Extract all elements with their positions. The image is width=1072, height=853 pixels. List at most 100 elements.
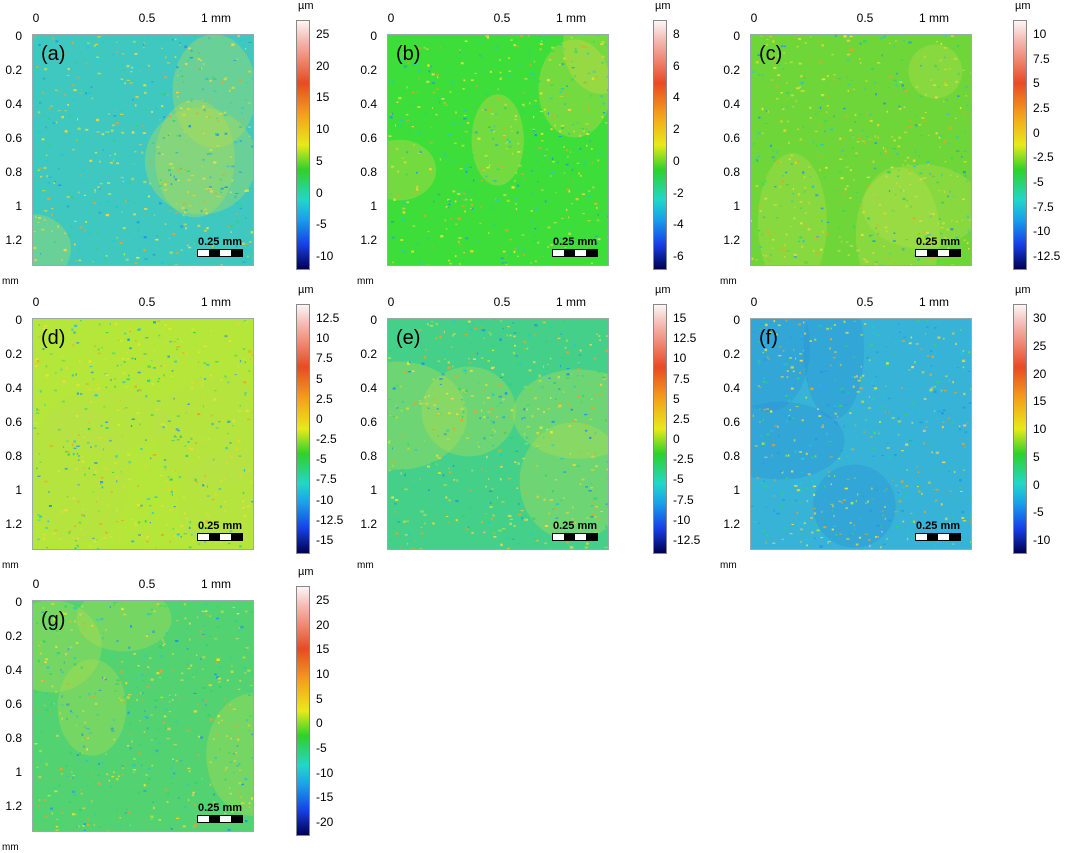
scale-bar-segment: [938, 534, 949, 540]
scale-bar-segment: [209, 250, 220, 256]
y-tick-label: 1.2: [714, 234, 740, 246]
y-tick-label: 1.2: [0, 800, 22, 812]
colorbar-tick-label: 7.5: [1033, 53, 1050, 65]
colorbar-tick-label: 10: [316, 123, 329, 135]
height-map-image: (g)0.25 mm: [32, 600, 254, 832]
y-tick-label: 0.2: [714, 64, 740, 76]
scale-bar: 0.25 mm: [552, 237, 598, 257]
colorbar-tick-label: 10: [316, 668, 329, 680]
colorbar-tick-label: 2.5: [316, 393, 333, 405]
scale-bar-graphic: [197, 533, 243, 541]
y-tick-label: 0.2: [351, 348, 377, 360]
scale-bar-segment: [564, 534, 575, 540]
scale-bar-segment: [231, 250, 242, 256]
scale-bar-segment: [575, 534, 586, 540]
x-tick-label: 1 mm: [556, 296, 586, 308]
y-tick-label: 0.4: [0, 382, 22, 394]
colorbar-tick-label: 20: [316, 619, 329, 631]
scale-bar-label: 0.25 mm: [197, 803, 243, 814]
y-tick-label: 0.6: [351, 416, 377, 428]
colorbar-unit: µm: [655, 0, 671, 12]
colorbar: [653, 20, 667, 270]
colorbar-tick-label: 2.5: [1033, 102, 1050, 114]
colorbar-tick-label: 10: [673, 352, 686, 364]
colorbar-tick-label: 25: [316, 594, 329, 606]
colorbar-tick-label: 0: [1033, 479, 1040, 491]
y-tick-label: 0: [0, 314, 22, 326]
colorbar: [653, 304, 667, 554]
colorbar-tick-label: 5: [673, 393, 680, 405]
colorbar-tick-label: 7.5: [673, 373, 690, 385]
colorbar: [296, 304, 310, 554]
surface-texture: [751, 35, 972, 266]
colorbar-tick-label: 5: [316, 155, 323, 167]
colorbar-tick-label: -5: [316, 218, 327, 230]
colorbar-unit: µm: [1015, 0, 1031, 12]
colorbar-tick-label: 20: [316, 60, 329, 72]
panel-label: (e): [396, 327, 420, 350]
x-tick-label: 0: [751, 296, 758, 308]
scale-bar-segment: [586, 250, 597, 256]
colorbar: [1013, 20, 1027, 270]
y-tick-label: 0.2: [0, 64, 22, 76]
y-tick-label: 0: [351, 30, 377, 42]
height-map-image: (a) 0.25 mm: [32, 34, 254, 266]
colorbar-tick-label: 4: [673, 91, 680, 103]
scale-bar-label: 0.25 mm: [552, 237, 598, 248]
x-tick-label: 0: [33, 12, 40, 24]
scale-bar-graphic: [197, 815, 243, 823]
x-tick-label: 0.5: [139, 296, 156, 308]
scale-bar: 0.25 mm: [197, 237, 243, 257]
colorbar-tick-label: -10: [316, 494, 333, 506]
y-tick-label: 0.8: [714, 450, 740, 462]
scale-bar-graphic: [915, 249, 961, 257]
axis-unit-label: mm: [357, 560, 374, 571]
colorbar-tick-label: -10: [316, 250, 333, 262]
y-tick-label: 0.6: [0, 416, 22, 428]
surface-texture: [388, 319, 609, 550]
colorbar-tick-label: -12.5: [673, 534, 700, 546]
y-tick-label: 0.2: [0, 630, 22, 642]
colorbar-tick-label: 0: [673, 155, 680, 167]
scale-bar-graphic: [197, 249, 243, 257]
colorbar-tick-label: -2.5: [316, 433, 337, 445]
colorbar-tick-label: -6: [673, 250, 684, 262]
y-tick-label: 1: [0, 200, 22, 212]
scale-bar-label: 0.25 mm: [915, 521, 961, 532]
colorbar-tick-label: -20: [316, 816, 333, 828]
x-tick-label: 1 mm: [919, 12, 949, 24]
x-tick-label: 1 mm: [201, 578, 231, 590]
y-tick-label: 0.4: [351, 382, 377, 394]
colorbar-tick-label: -4: [673, 218, 684, 230]
y-tick-label: 0: [0, 30, 22, 42]
y-tick-label: 0.6: [714, 132, 740, 144]
scale-bar-segment: [198, 534, 209, 540]
panel-label: (a): [41, 43, 65, 66]
y-tick-label: 1: [714, 200, 740, 212]
colorbar-unit: µm: [1015, 284, 1031, 296]
x-tick-label: 0: [33, 296, 40, 308]
y-tick-label: 0.2: [351, 64, 377, 76]
colorbar-tick-label: 25: [316, 28, 329, 40]
x-tick-label: 0.5: [494, 296, 511, 308]
scale-bar-graphic: [915, 533, 961, 541]
scale-bar-label: 0.25 mm: [915, 237, 961, 248]
y-tick-label: 0: [714, 314, 740, 326]
scale-bar-segment: [231, 534, 242, 540]
colorbar-tick-label: -7.5: [673, 494, 694, 506]
y-tick-label: 0.8: [351, 166, 377, 178]
scale-bar-segment: [209, 534, 220, 540]
colorbar-tick-label: 0: [1033, 127, 1040, 139]
colorbar-tick-label: -12.5: [1033, 250, 1060, 262]
colorbar-tick-label: 2: [673, 123, 680, 135]
surface-texture: [751, 319, 972, 550]
colorbar-tick-label: -10: [1033, 225, 1050, 237]
colorbar-tick-label: -10: [673, 514, 690, 526]
panel-label: (d): [41, 327, 65, 350]
x-tick-label: 0: [388, 296, 395, 308]
scale-bar-segment: [916, 534, 927, 540]
y-tick-label: 0.6: [0, 132, 22, 144]
